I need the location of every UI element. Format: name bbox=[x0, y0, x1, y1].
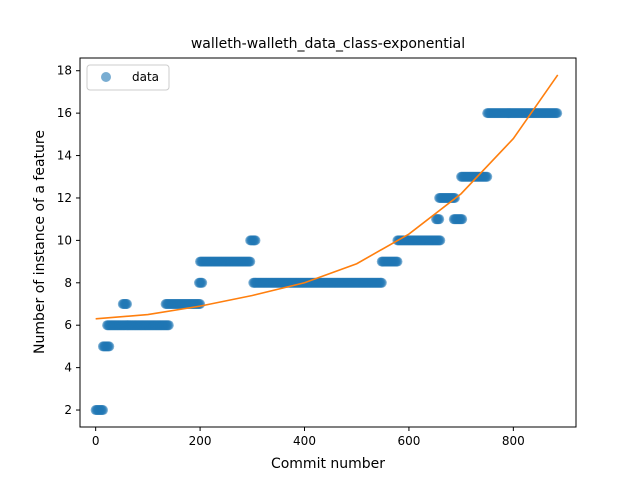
data-point bbox=[197, 277, 208, 288]
data-point bbox=[250, 235, 261, 246]
y-axis-label: Number of instance of a feature bbox=[32, 130, 48, 354]
data-point bbox=[245, 256, 256, 267]
x-tick-label: 0 bbox=[92, 434, 100, 448]
y-tick-label: 10 bbox=[57, 233, 72, 247]
data-point bbox=[104, 341, 115, 352]
fit-line bbox=[95, 74, 559, 320]
data-point bbox=[97, 405, 108, 416]
plot-area bbox=[90, 74, 563, 416]
data-point bbox=[552, 108, 563, 119]
y-tick-label: 4 bbox=[64, 361, 72, 375]
plot-frame bbox=[79, 57, 577, 428]
data-point bbox=[195, 299, 206, 309]
data-point bbox=[163, 320, 174, 331]
x-tick-label: 200 bbox=[189, 434, 212, 448]
x-axis: 0 200 400 600 800 bbox=[92, 427, 525, 448]
data-point bbox=[434, 214, 445, 225]
legend-marker-data bbox=[101, 72, 111, 82]
data-point bbox=[392, 256, 403, 267]
legend-label-data: data bbox=[132, 70, 159, 84]
data-point bbox=[457, 214, 468, 225]
y-tick-label: 16 bbox=[57, 106, 72, 120]
legend: data bbox=[86, 64, 170, 91]
y-tick-label: 8 bbox=[64, 276, 72, 290]
y-axis: 2 4 6 8 10 12 14 16 18 bbox=[57, 64, 80, 417]
y-tick-label: 18 bbox=[57, 64, 72, 78]
data-point bbox=[435, 235, 446, 246]
data-point bbox=[121, 299, 132, 309]
x-tick-label: 400 bbox=[293, 434, 316, 448]
y-tick-label: 6 bbox=[64, 318, 72, 332]
y-tick-label: 2 bbox=[64, 403, 72, 417]
data-point bbox=[482, 171, 493, 182]
x-tick-label: 600 bbox=[397, 434, 420, 448]
chart-title: walleth-walleth_data_class-exponential bbox=[191, 36, 465, 52]
x-axis-label: Commit number bbox=[271, 456, 385, 472]
y-tick-label: 14 bbox=[57, 149, 72, 163]
y-tick-label: 12 bbox=[57, 191, 72, 205]
data-point bbox=[376, 277, 387, 288]
x-tick-label: 800 bbox=[502, 434, 525, 448]
legend-box bbox=[86, 64, 170, 91]
